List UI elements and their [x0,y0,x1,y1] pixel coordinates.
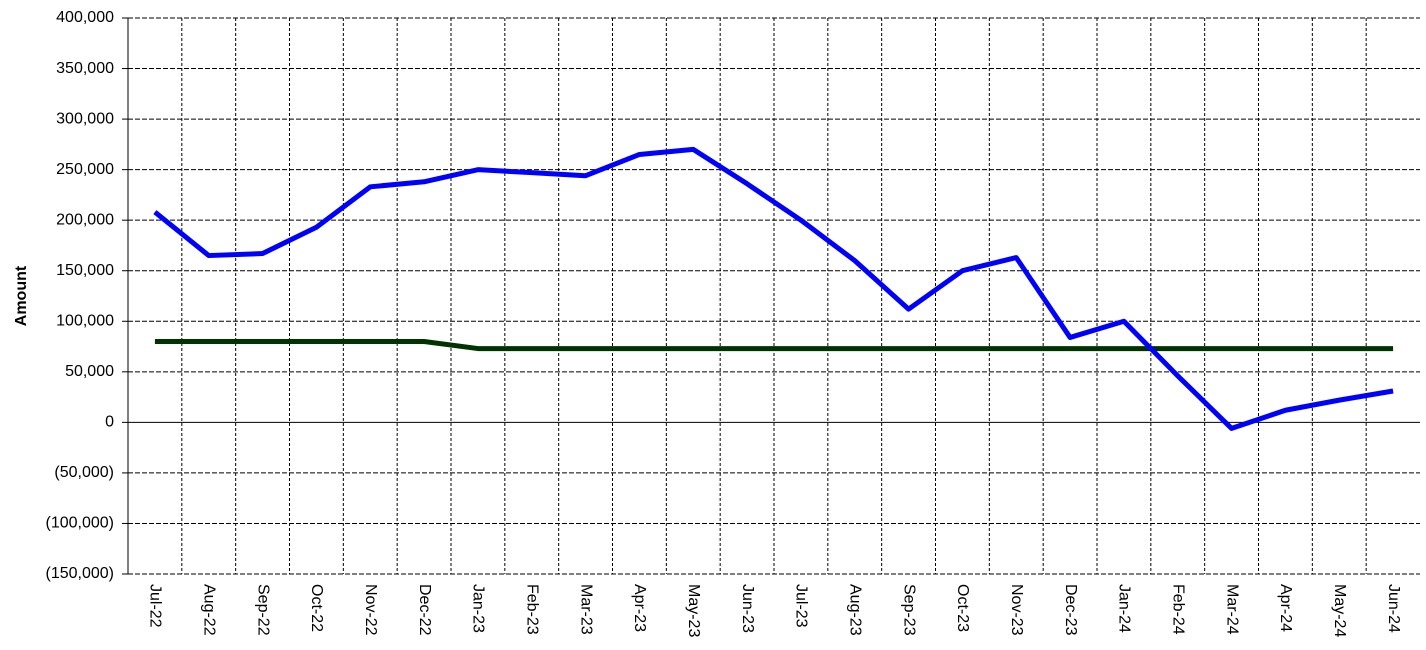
x-tick-label: Feb-23 [524,584,541,635]
x-tick-label: Jun-24 [1385,584,1402,633]
x-tick-label: Sep-23 [900,584,917,636]
y-tick-label: 300,000 [56,110,114,127]
x-tick-label: Jan-23 [470,584,487,633]
x-tick-label: Nov-23 [1008,584,1025,636]
y-axis-label: Amount [13,265,30,326]
x-tick-label: Jul-23 [793,584,810,628]
y-tick-label: (150,000) [46,565,115,582]
line-series [154,338,1394,352]
x-tick-label: Aug-23 [847,584,864,636]
x-tick-label: Oct-22 [308,584,325,632]
x-tick-label: Jan-24 [1116,584,1133,633]
y-tick-label: 100,000 [56,312,114,329]
x-tick-label: Apr-23 [631,584,648,632]
x-tick-label: Jul-22 [147,584,164,628]
y-tick-label: 150,000 [56,262,114,279]
x-tick-label: Apr-24 [1277,584,1294,632]
x-tick-label: Nov-22 [362,584,379,636]
x-tick-label: Dec-23 [1062,584,1079,636]
line-series [153,146,1394,431]
x-tick-label: Jun-23 [739,584,756,633]
x-tick-label: Feb-24 [1170,584,1187,635]
x-tick-label: May-24 [1331,584,1348,637]
x-tick-label: Sep-22 [254,584,271,636]
y-tick-label: 50,000 [65,363,114,380]
x-tick-label: Oct-23 [954,584,971,632]
y-tick-label: (100,000) [46,515,115,532]
y-tick-label: (50,000) [54,464,114,481]
y-tick-label: 250,000 [56,161,114,178]
x-tick-label: Dec-22 [416,584,433,636]
y-tick-label: 200,000 [56,211,114,228]
y-tick-label: 0 [105,414,114,431]
x-tick-label: Aug-22 [201,584,218,636]
x-tick-label: May-23 [685,584,702,637]
x-tick-label: Mar-24 [1223,584,1240,635]
y-tick-label: 350,000 [56,60,114,77]
x-tick-label: Mar-23 [577,584,594,635]
y-tick-label: 400,000 [56,9,114,26]
